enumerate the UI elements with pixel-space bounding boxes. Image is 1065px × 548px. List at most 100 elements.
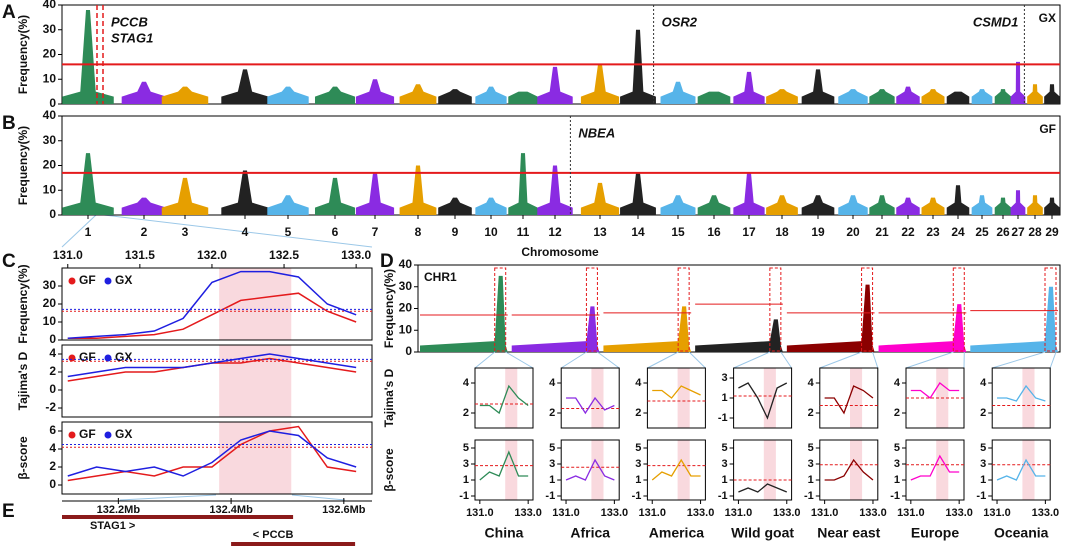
- population-peak: [970, 286, 1058, 352]
- zoom-connector: [780, 351, 793, 369]
- plot-frame: [474, 439, 534, 501]
- x-tick-label: 133.0: [859, 507, 887, 519]
- y-tick-label: 2: [635, 407, 641, 419]
- chromosome-peak: [221, 69, 269, 104]
- x-tick-label: 15: [671, 225, 685, 239]
- population-label: Oceania: [994, 525, 1049, 541]
- population-label: America: [649, 525, 704, 541]
- series-line: [67, 425, 357, 482]
- chromosome-peak: [896, 86, 920, 104]
- chromosome-peak: [971, 195, 993, 215]
- series-line: [67, 270, 357, 339]
- y-tick-label: 40: [43, 0, 57, 11]
- legend-marker: [104, 354, 112, 362]
- plot-frame: [61, 421, 373, 495]
- y-tick-label: 4: [894, 377, 901, 389]
- selection-box: [677, 267, 690, 352]
- y-tick-label: 3: [721, 458, 727, 470]
- x-tick-label: 131.0: [811, 507, 839, 519]
- legend-label: GF: [79, 350, 96, 364]
- y-tick-label: 1: [980, 474, 986, 486]
- plot-frame: [819, 439, 879, 501]
- x-tick-label: 133.0: [601, 507, 629, 519]
- series-line: [824, 458, 874, 481]
- highlight-region: [936, 440, 949, 500]
- plot-frame: [905, 367, 965, 429]
- highlight-region: [1022, 368, 1035, 428]
- x-tick-label: 7: [372, 225, 379, 239]
- y-tick-label: 2: [463, 407, 469, 419]
- chromosome-peak: [161, 177, 209, 215]
- x-tick-label: 27: [1011, 225, 1025, 239]
- y-tick-label: 4: [635, 377, 642, 389]
- highlight-region: [677, 368, 690, 428]
- y-tick-label: 0: [49, 332, 56, 346]
- highlight-region: [591, 368, 604, 428]
- y-tick-label: 30: [43, 278, 57, 292]
- y-tick-label: 4: [980, 377, 987, 389]
- plot-frame: [733, 367, 793, 429]
- y-tick-label: -1: [718, 490, 728, 502]
- y-tick-label: 5: [549, 442, 555, 454]
- gene-name: STAG1 >: [90, 520, 135, 532]
- chromosome-peak: [1027, 195, 1043, 215]
- x-tick-label: 10: [484, 225, 498, 239]
- chromosome-peak: [766, 89, 798, 104]
- series-line: [67, 353, 357, 378]
- x-tick-label: 21: [875, 225, 889, 239]
- y-axis-label: β-score: [382, 448, 396, 492]
- highlight-region: [850, 440, 863, 500]
- series-line: [67, 292, 357, 339]
- y-tick-label: 10: [399, 322, 413, 336]
- y-tick-label: 3: [980, 458, 986, 470]
- highlight-region: [591, 440, 604, 500]
- chromosome-peak: [438, 197, 472, 215]
- y-tick-label: -1: [804, 490, 814, 502]
- selection-box: [494, 267, 507, 352]
- series-line: [997, 384, 1046, 402]
- zoom-connector: [103, 214, 373, 248]
- population-peak: [878, 304, 967, 352]
- y-axis-label: β-score: [16, 436, 30, 480]
- population-label: Near east: [817, 525, 880, 541]
- y-tick-label: 20: [43, 158, 57, 172]
- y-tick-label: 10: [43, 314, 57, 328]
- x-tick-label: 131.0: [897, 507, 925, 519]
- x-tick-label: 14: [631, 225, 645, 239]
- x-tick-label: 133.0: [687, 507, 715, 519]
- x-tick-label: 4: [242, 225, 249, 239]
- y-tick-label: 4: [49, 346, 56, 360]
- chromosome-peak: [221, 170, 269, 215]
- y-tick-label: -1: [545, 490, 555, 502]
- x-tick-label: 131.0: [638, 507, 666, 519]
- chromosome-peak: [838, 89, 868, 104]
- y-tick-label: 5: [894, 442, 900, 454]
- y-tick-label: 20: [43, 296, 57, 310]
- chromosome-peak: [971, 89, 993, 104]
- x-tick-label: 132.0: [197, 248, 227, 262]
- chromosome-peak: [314, 177, 356, 215]
- y-tick-label: 5: [463, 442, 469, 454]
- chromosome-peak: [896, 197, 920, 215]
- chromosome-peak: [267, 86, 309, 104]
- y-tick-label: 3: [894, 458, 900, 470]
- y-tick-label: 4: [808, 377, 815, 389]
- y-tick-label: -1: [890, 490, 900, 502]
- highlight-region: [219, 268, 292, 340]
- y-tick-label: 1: [463, 474, 469, 486]
- chromosome-peak: [314, 86, 356, 104]
- chromosome-peak: [537, 66, 573, 104]
- gene-label: PCCB: [111, 14, 148, 29]
- highlight-region: [219, 422, 292, 494]
- population-peak: [603, 306, 692, 352]
- chromosome-peak: [994, 89, 1012, 104]
- series-line: [910, 454, 960, 481]
- y-tick-label: 3: [808, 458, 814, 470]
- legend-label: GF: [79, 273, 96, 287]
- plot-frame: [474, 367, 534, 429]
- chromosome-peak: [399, 165, 437, 215]
- x-tick-label: 132.5: [269, 248, 299, 262]
- chromosome-peak: [475, 197, 507, 215]
- chromosome-peak: [580, 64, 620, 104]
